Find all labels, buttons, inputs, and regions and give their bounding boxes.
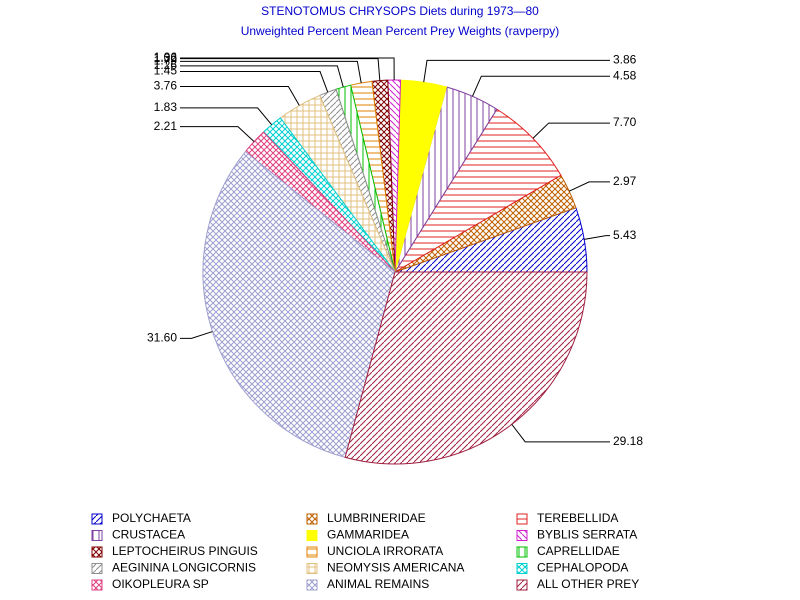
leader-line (511, 424, 610, 443)
leader-line (180, 85, 300, 106)
value-label: 29.18 (613, 434, 643, 448)
leader-line (180, 58, 381, 81)
legend-swatch (306, 530, 318, 541)
leader-line (423, 59, 610, 83)
value-label: 1.26 (154, 58, 178, 72)
leader-line (584, 235, 610, 240)
legend-swatch (91, 530, 103, 541)
legend-label: ALL OTHER PREY (537, 577, 639, 591)
leader-line (180, 60, 362, 84)
legend-swatch (516, 579, 528, 591)
legend-label: BYBLIS SERRATA (537, 528, 637, 542)
value-label: 7.70 (613, 115, 637, 129)
leader-line (532, 122, 610, 139)
value-label: 4.58 (613, 68, 637, 82)
legend-swatch (91, 546, 103, 558)
pie-slice (344, 271, 588, 465)
legend-label: ANIMAL REMAINS (327, 577, 429, 591)
value-label: 5.43 (613, 228, 637, 242)
legend-label: UNCIOLA IRRORATA (327, 544, 443, 558)
leader-line (180, 57, 395, 81)
value-label: 31.60 (147, 331, 177, 345)
legend-swatch (91, 579, 103, 591)
value-label: 1.32 (154, 51, 178, 65)
leader-line (180, 126, 255, 142)
value-label: 1.06 (154, 50, 178, 64)
legend-swatch (306, 513, 318, 525)
value-label: 1.45 (154, 64, 178, 78)
chart-title: STENOTOMUS CHRYSOPS Diets during 1973—80 (261, 4, 539, 18)
legend-label: OIKOPLEURA SP (112, 577, 209, 591)
legend-label: NEOMYSIS AMERICANA (327, 561, 464, 575)
legend-label: POLYCHAETA (112, 511, 191, 525)
value-label: 1.79 (154, 54, 178, 68)
legend-label: AEGININA LONGICORNIS (112, 561, 256, 575)
leader-line (180, 107, 273, 126)
leader-line (568, 181, 610, 192)
value-label: 2.21 (154, 119, 178, 133)
leader-line (180, 65, 344, 88)
legend-label: LUMBRINERIDAE (327, 511, 426, 525)
legend-swatch (516, 530, 528, 541)
legend-swatch (91, 513, 103, 525)
legend-swatch (306, 579, 318, 591)
legend-label: LEPTOCHEIRUS PINGUIS (112, 544, 258, 558)
chart-subtitle: Unweighted Percent Mean Percent Prey Wei… (241, 24, 560, 38)
pie-slice (394, 108, 562, 273)
legend-swatch (516, 563, 528, 574)
legend-label: CAPRELLIDAE (537, 544, 620, 558)
legend-label: CEPHALOPODA (537, 561, 628, 575)
legend-swatch (306, 546, 318, 558)
leader-line (180, 71, 329, 93)
legend-label: TEREBELLIDA (537, 511, 618, 525)
legend-swatch (516, 513, 528, 525)
legend-swatch (516, 546, 528, 558)
legend-label: GAMMARIDEA (327, 528, 409, 542)
leader-line (472, 75, 610, 97)
legend-label: CRUSTACEA (112, 528, 185, 542)
legend-swatch (91, 563, 103, 574)
value-label: 3.86 (613, 53, 637, 67)
value-label: 1.83 (154, 100, 178, 114)
value-label: 2.97 (613, 174, 637, 188)
legend-swatch (306, 563, 318, 574)
leader-line (180, 331, 213, 339)
value-label: 3.76 (154, 79, 178, 93)
